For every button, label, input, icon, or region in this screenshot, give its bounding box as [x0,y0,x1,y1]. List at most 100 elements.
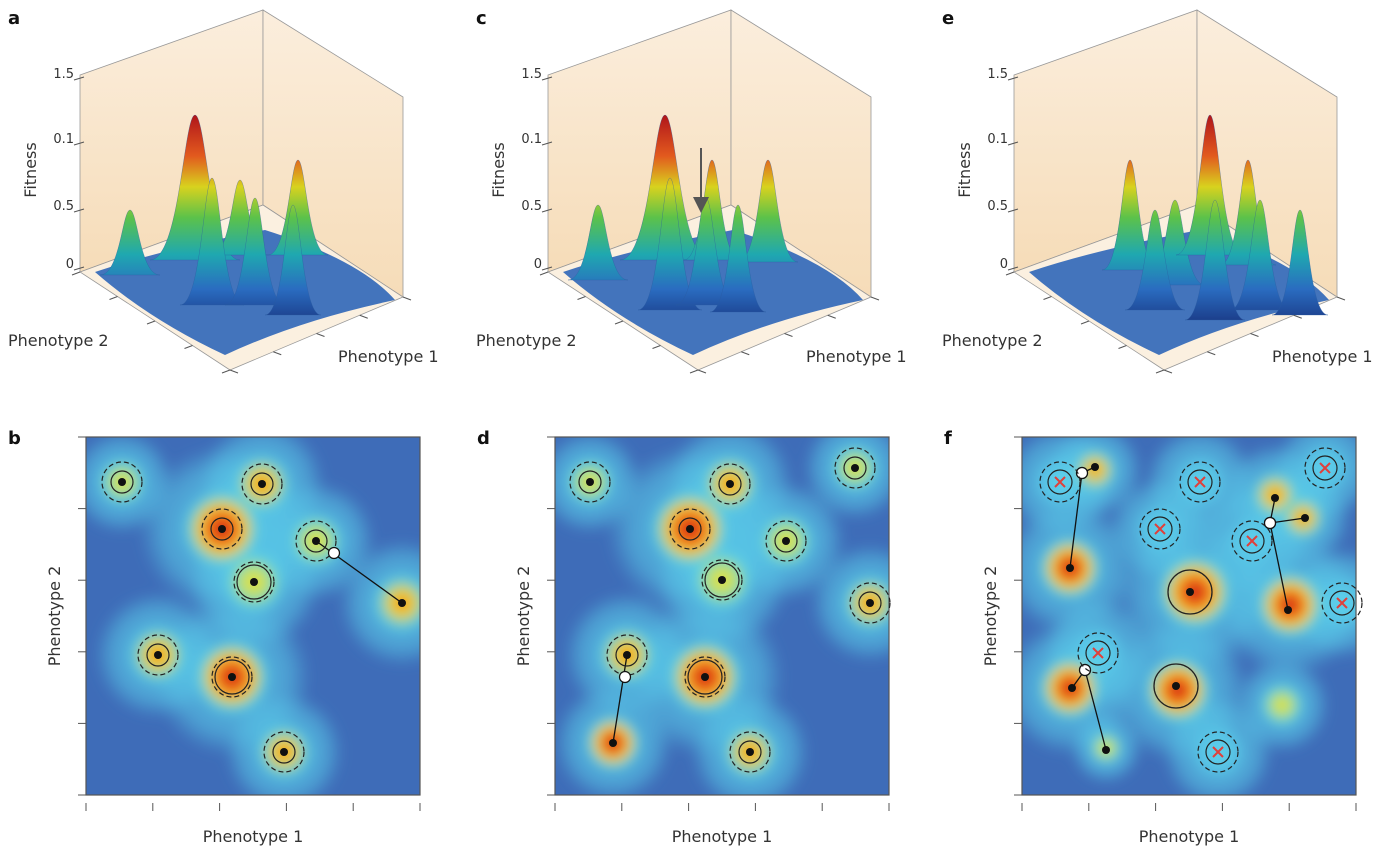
individual [609,739,617,747]
ring [718,472,742,496]
z-tick-label: 0 [66,257,74,272]
ring [1239,528,1265,554]
fitness-blob [1314,575,1356,631]
dashed-ring [233,561,275,603]
z-tick [541,208,553,213]
dashed-ring [1039,461,1081,503]
dashed-ring [1179,461,1221,503]
blob-layer [1022,437,1356,795]
dashed-ring [263,731,305,773]
floor-tick [827,314,836,319]
x-axis-label: Phenotype 1 [203,827,304,846]
fitness-peak [1175,114,1245,256]
floor-tick [109,296,118,300]
fitness-peak [99,209,161,276]
individual [1284,606,1292,614]
link [612,654,628,744]
panel-letter: c [476,8,487,29]
link [1269,522,1289,611]
ring [146,643,170,667]
extinct-x [1212,746,1224,758]
floor-tick [1005,271,1015,276]
ring [1167,569,1213,615]
y-axis-label: Phenotype 2 [514,566,533,667]
panel-letter: f [944,428,952,449]
z-axis-label: Fitness [21,142,40,197]
floor-tick [1043,296,1052,300]
floor-tick [402,296,412,301]
ring [236,564,272,600]
z-tick-label: 0.5 [53,199,74,214]
extinct-x [1154,523,1166,535]
surface-panel: e 1.5 0.1 0.5 0 Fitness Phenotype 2 Phenotype 1 [942,8,1373,374]
ring [1153,663,1199,709]
y-axis-label: Phenotype 2 [942,331,1043,350]
floor-tick [1080,320,1090,325]
individual [586,478,594,486]
z-tick [1007,141,1019,146]
ring [1085,640,1111,666]
z-tick-label: 0.5 [521,199,542,214]
z-axis-label: Fitness [955,142,974,197]
dashed-ring [669,508,711,550]
dashed-ring [834,447,876,489]
ring [1312,455,1338,481]
heatmap-panel: b Phenotype 2 Phenotype 1 [8,428,421,846]
floor-tick [273,351,282,356]
z-tick-label: 1.5 [987,67,1008,82]
floor-tick [784,333,793,337]
ring [858,591,882,615]
individual [154,651,162,659]
dashed-ring [101,461,143,503]
floor-tick [316,333,325,337]
floor-tick [359,314,368,319]
z-tick [1007,208,1019,213]
z-axis-label: Fitness [489,142,508,197]
link [1084,669,1107,751]
floor-tick [1118,345,1127,349]
extinct-x [1092,647,1104,659]
dashed-ring [606,634,648,676]
z-tick [73,76,85,81]
floor-tick [184,345,193,349]
x-axis-label: Phenotype 1 [672,827,773,846]
floor-tick [539,271,549,276]
z-tick [73,208,85,213]
ring [615,643,639,667]
individual [218,525,226,533]
dashed-ring [849,582,891,624]
individual [228,673,236,681]
individual [866,599,874,607]
x-axis-label: Phenotype 1 [1139,827,1240,846]
individual [280,748,288,756]
floor-tick [697,369,707,374]
ring [704,562,740,598]
heatmap-panel: f Phenotype 2 Phenotype 1 [944,428,1363,846]
dashed-ring [1304,447,1346,489]
dashed-ring [765,520,807,562]
z-tick-label: 0 [534,257,542,272]
individual [701,673,709,681]
individual [623,651,631,659]
individual [1301,514,1309,522]
floor-tick [614,320,624,325]
z-tick-label: 0 [1000,257,1008,272]
dashed-ring [729,731,771,773]
extinct-x [1194,476,1206,488]
ring [1187,469,1213,495]
extinct-x [1246,535,1258,547]
dashed-ring [1077,632,1119,674]
ring [110,470,134,494]
y-axis-label: Phenotype 2 [8,331,109,350]
ring [250,472,274,496]
dashed-ring [1197,731,1239,773]
fitness-peak [224,197,286,306]
fitness-peak [737,159,799,263]
z-tick-label: 0.5 [987,199,1008,214]
individual [118,478,126,486]
x-axis-label: Phenotype 1 [806,347,907,366]
individual [1091,463,1099,471]
individual [851,464,859,472]
individual [1271,494,1279,502]
fitness-peak [267,159,329,256]
